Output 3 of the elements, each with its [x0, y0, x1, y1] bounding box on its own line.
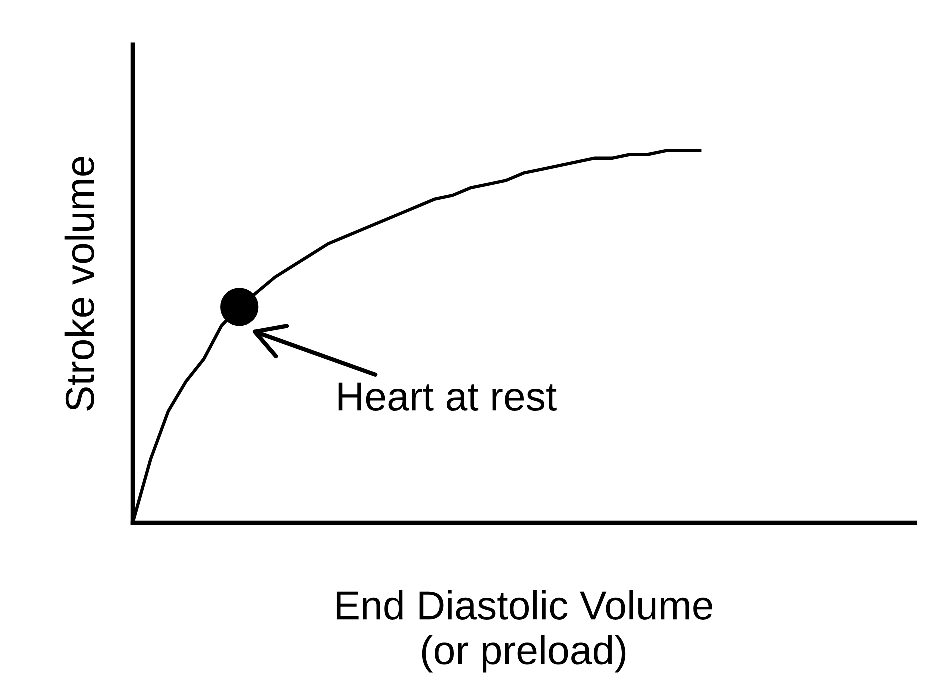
x-axis-title: End Diastolic Volume (or preload)	[336, 590, 712, 673]
y-axis-title: Stroke volume	[64, 157, 94, 411]
annotation: Heart at rest	[338, 382, 557, 412]
